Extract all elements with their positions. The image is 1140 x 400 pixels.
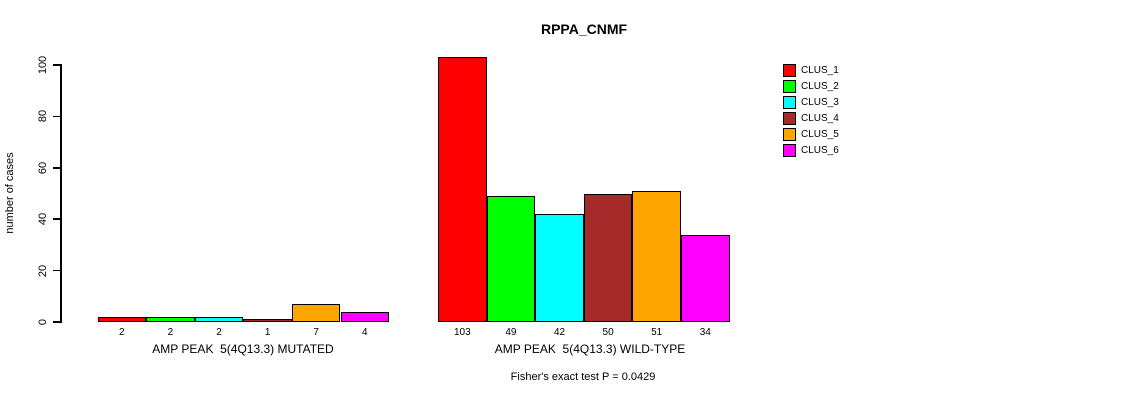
bar-value-label: 2 [216,327,222,338]
legend-label: CLUS_5 [801,129,839,140]
y-axis-label: number of cases [4,152,16,234]
y-axis-tick [53,115,61,118]
bar-value-label: 103 [453,327,471,338]
legend-label: CLUS_2 [801,81,839,92]
y-axis-tick-label: 40 [37,213,49,226]
legend-swatch-icon [783,144,796,157]
bar-clus_4-group2 [583,193,633,322]
bar-value-label: 50 [602,327,614,338]
x-category-label-mutated: AMP PEAK 5(4Q13.3) MUTATED [152,342,334,356]
y-axis-tick [53,321,61,323]
bar-value-label: 51 [651,327,663,338]
legend-swatch-icon [783,128,796,141]
fisher-test-annotation: Fisher's exact test P = 0.0429 [510,371,656,383]
y-axis-tick-label: 0 [37,318,49,326]
bar-value-label: 7 [313,327,319,338]
y-axis-tick-label: 80 [37,110,49,123]
bar-value-label: 4 [362,327,368,338]
bar-value-label: 34 [699,327,711,338]
bar-clus_3-group2 [535,214,584,322]
bar-clus_1-group1 [97,316,147,322]
legend-label: CLUS_6 [801,145,839,156]
bar-clus_6-group2 [681,234,730,322]
bar-value-label: 2 [119,327,125,338]
legend-swatch-icon [783,112,796,125]
legend-swatch-icon [783,80,796,93]
bar-clus_4-group1 [243,319,292,322]
chart-title: RPPA_CNMF [540,21,628,37]
bar-clus_3-group1 [194,316,244,322]
bar-clus_1-group2 [438,57,487,322]
y-axis-tick [53,167,61,169]
legend-swatch-icon [783,96,796,109]
y-axis-tick-label: 20 [37,264,49,277]
y-axis-tick-label: 60 [37,161,49,174]
x-category-label-wildtype: AMP PEAK 5(4Q13.3) WILD-TYPE [494,342,686,356]
bar-value-label: 49 [505,327,517,338]
y-axis-tick [53,218,61,220]
bar-value-label: 1 [264,327,271,338]
y-axis-line [60,64,62,323]
y-axis-tick [53,64,61,66]
legend-label: CLUS_1 [801,65,839,76]
bar-value-label: 42 [553,327,566,338]
bar-clus_2-group2 [486,196,536,322]
bar-value-label: 2 [167,327,174,338]
bar-clus_6-group1 [340,311,390,322]
bar-clus_5-group1 [291,304,341,322]
y-axis-tick [53,269,61,272]
legend-label: CLUS_4 [801,113,839,124]
legend-label: CLUS_3 [801,97,839,108]
bar-clus_5-group2 [632,190,681,322]
legend-swatch-icon [783,64,796,77]
y-axis-tick-label: 100 [37,55,49,75]
bar-clus_2-group1 [146,316,195,322]
